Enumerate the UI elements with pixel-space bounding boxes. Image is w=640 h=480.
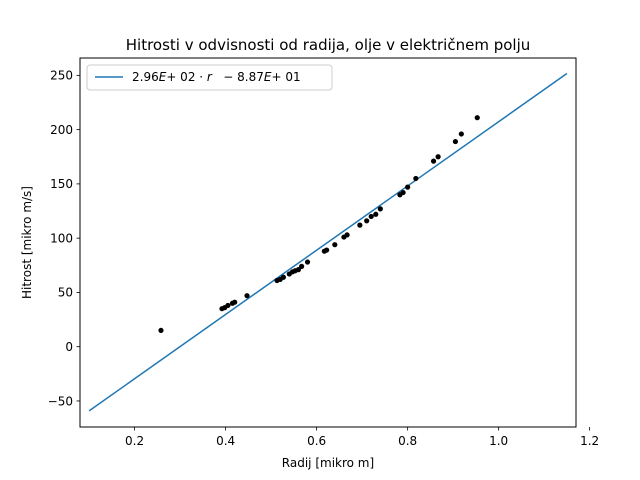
legend-coef-slope: 2.96 bbox=[132, 70, 159, 84]
y-tick-label: 150 bbox=[50, 177, 73, 191]
fit-line bbox=[88, 72, 568, 412]
data-point bbox=[373, 211, 379, 217]
data-point bbox=[357, 222, 363, 228]
legend-exp-e-1: E bbox=[159, 70, 167, 84]
x-tick-label: 1.0 bbox=[489, 434, 508, 448]
chart-title: Hitrosti v odvisnosti od radija, olje v … bbox=[126, 36, 531, 54]
data-point bbox=[452, 138, 459, 145]
data-point bbox=[324, 247, 330, 253]
y-tick-label: 200 bbox=[50, 123, 73, 137]
legend: 2.96E+ 02 · r − 8.87E+ 01 bbox=[86, 64, 333, 91]
data-point bbox=[377, 206, 383, 212]
data-point bbox=[158, 327, 164, 334]
y-tick-label: 100 bbox=[50, 231, 73, 245]
data-point bbox=[299, 263, 305, 269]
data-point bbox=[474, 115, 480, 121]
legend-entry-fit: 2.96E+ 02 · r − 8.87E+ 01 bbox=[132, 70, 301, 84]
x-tick-label: 0.8 bbox=[398, 434, 417, 448]
data-point bbox=[458, 131, 464, 137]
data-point bbox=[304, 259, 311, 265]
x-tick-label: 0.4 bbox=[216, 434, 235, 448]
data-point bbox=[368, 213, 374, 220]
legend-exp-e-2: E bbox=[264, 70, 272, 84]
legend-var-r: r bbox=[207, 70, 213, 84]
data-point bbox=[413, 175, 419, 182]
data-point bbox=[430, 158, 437, 164]
data-point bbox=[280, 274, 287, 280]
y-tick-label: 50 bbox=[58, 286, 73, 300]
legend-coef-intercept: − 8.87 bbox=[212, 70, 264, 84]
data-point bbox=[244, 293, 250, 299]
x-tick-label: 0.2 bbox=[125, 434, 144, 448]
x-tick-label: 0.6 bbox=[307, 434, 326, 448]
data-point bbox=[435, 154, 441, 160]
y-tick-label: −50 bbox=[48, 394, 73, 408]
x-tick-label: 1.2 bbox=[580, 434, 599, 448]
y-tick-label: 250 bbox=[50, 69, 73, 83]
data-point bbox=[232, 299, 238, 305]
data-point bbox=[332, 242, 338, 248]
legend-box bbox=[86, 64, 333, 91]
data-point bbox=[225, 302, 231, 309]
legend-op-2: + 01 bbox=[271, 70, 300, 84]
x-axis-label: Radij [mikro m] bbox=[282, 456, 374, 470]
axis-ticks: 0.2 0.4 0.6 0.8 1.0 1.2 −50 0 50 100 150 200 250 bbox=[48, 69, 600, 448]
data-point bbox=[405, 184, 411, 190]
plot-area bbox=[88, 72, 568, 412]
data-point bbox=[295, 267, 302, 273]
axes-frame bbox=[79, 57, 577, 428]
y-tick-label: 0 bbox=[65, 340, 73, 354]
data-point bbox=[344, 232, 350, 238]
data-point bbox=[364, 218, 370, 224]
legend-op-1: + 02 · bbox=[166, 70, 207, 84]
data-point bbox=[400, 189, 406, 196]
y-axis-label: Hitrost [mikro m/s] bbox=[20, 186, 34, 299]
